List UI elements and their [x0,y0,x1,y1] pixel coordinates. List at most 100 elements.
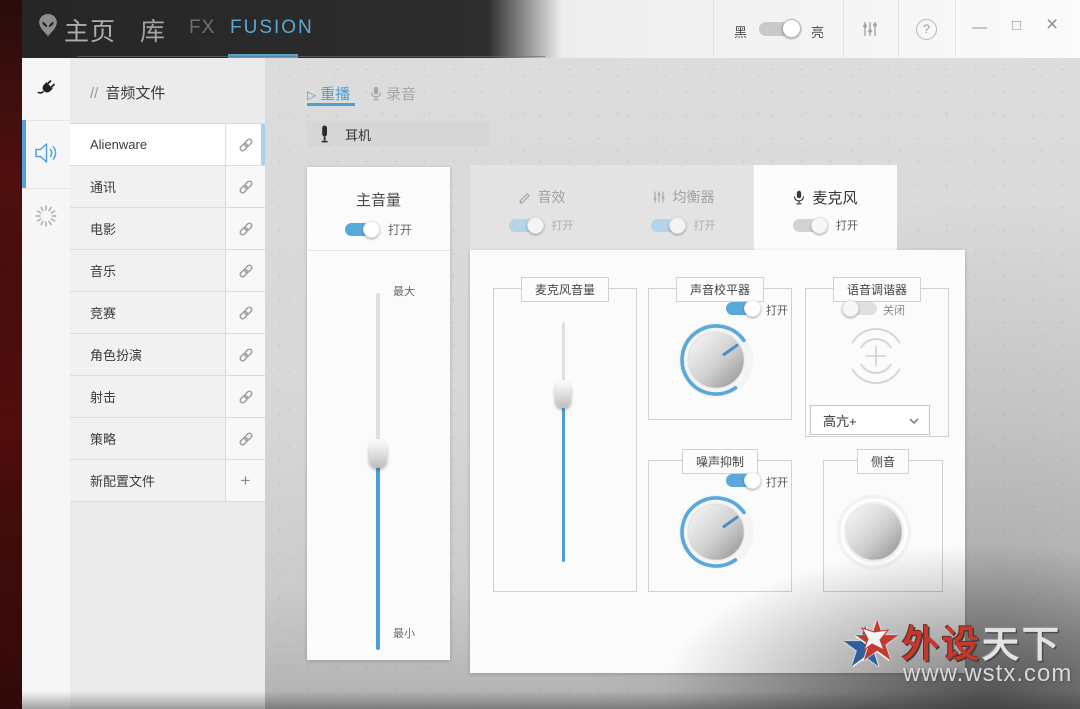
header-separator [713,0,714,57]
header-separator [843,0,844,57]
profile-label: 射击 [90,390,117,405]
minimize-button[interactable]: — [972,19,987,36]
profile-row-new[interactable]: 新配置文件 + [70,460,265,502]
equalizer-icon [653,191,664,203]
noise-suppression-toggle-label: 打开 [766,477,788,489]
master-volume-slider-fill [376,456,380,650]
link-icon[interactable] [225,418,265,459]
profiles-title-text: 音频文件 [105,85,166,102]
maximize-button[interactable]: □ [1012,17,1022,34]
toggle-label: 打开 [551,220,574,232]
volume-leveler-knob[interactable] [676,320,756,405]
mic-volume-legend: 麦克风音量 [520,277,610,302]
theme-light-label: 亮 [811,25,825,40]
equalizer-toggle[interactable] [650,216,686,234]
master-volume-slider-thumb[interactable] [369,439,387,468]
profiles-list: Alienware 通讯 电影 音乐 竞赛 角色扮演 [70,123,265,502]
profiles-title: // 音频文件 [90,82,165,103]
speaker-audio-icon[interactable] [33,142,59,169]
theme-toggle[interactable] [759,19,801,38]
add-profile-icon[interactable]: + [225,460,265,501]
profile-label: 电影 [90,222,117,237]
link-icon[interactable] [225,166,265,207]
tab-playback[interactable]: ▷ 重播 [307,86,351,103]
tab-recording[interactable]: 录音 [370,83,416,104]
link-icon[interactable] [225,292,265,333]
help-icon[interactable]: ? [916,19,937,40]
headset-mic-icon [321,125,328,143]
microphone-icon [794,190,805,205]
watermark-url: www.wstx.com [903,660,1073,687]
nav-home[interactable]: 主页 [64,18,117,46]
alienware-logo-icon [36,13,60,46]
mixer-settings-icon[interactable] [861,20,879,43]
voice-modulator-toggle[interactable] [842,300,877,317]
profile-row-racing[interactable]: 竞赛 [70,292,265,334]
mic-icon [370,86,382,101]
card-divider [307,250,450,251]
profile-label: 策略 [90,432,117,447]
nav-fx[interactable]: FX [189,17,216,38]
profile-row-roleplay[interactable]: 角色扮演 [70,334,265,376]
nav-library[interactable]: 库 [140,18,166,46]
master-volume-toggle[interactable] [344,221,380,238]
link-icon[interactable] [225,124,265,165]
header-separator [955,0,956,57]
max-label: 最大 [393,286,415,298]
section-tab-sound-effects[interactable]: 音效 打开 [470,165,613,250]
link-icon[interactable] [225,334,265,375]
pencil-icon [518,192,530,204]
profile-row-shooting[interactable]: 射击 [70,376,265,418]
header-separator [898,0,899,57]
nav-fusion[interactable]: FUSION [230,17,314,38]
watermark-brand-light: 天下 [982,624,1062,665]
desktop-background-strip [0,0,22,709]
watermark-shade [650,539,1080,709]
volume-leveler-group: 声音校平器 [648,277,792,420]
profile-row-strategy[interactable]: 策略 [70,418,265,460]
section-tab-equalizer[interactable]: 均衡器 打开 [612,165,755,250]
voice-modulator-group: 语音调谐器 [805,277,949,437]
close-button[interactable]: × [1046,13,1059,36]
device-selector[interactable]: 耳机 [307,121,490,147]
volume-leveler-toggle[interactable] [726,300,761,317]
profile-label: 新配置文件 [90,474,156,489]
profiles-title-prefix: // [90,85,99,102]
section-tab-microphone[interactable]: 麦克风 打开 [754,165,897,250]
profile-label: 角色扮演 [90,348,143,363]
sidetone-group: 侧音 [823,449,943,592]
profile-label: 音乐 [90,264,117,279]
sound-effects-toggle[interactable] [508,216,544,234]
link-icon[interactable] [225,208,265,249]
title-bar: 主页 库 FX FUSION 黑 亮 ? — □ × [22,0,1080,58]
rail-active-indicator [22,120,26,188]
link-icon[interactable] [225,250,265,291]
playback-active-underline [307,103,355,106]
profile-label: Alienware [90,137,148,152]
microphone-toggle[interactable] [793,216,828,234]
lighting-burst-icon[interactable] [35,205,57,232]
sidetone-legend: 侧音 [856,449,910,474]
chevron-down-icon [909,411,919,429]
profile-row-communication[interactable]: 通讯 [70,166,265,208]
rail-separator [22,188,70,189]
volume-leveler-legend: 声音校平器 [675,277,765,302]
profile-row-alienware[interactable]: Alienware [70,124,265,166]
device-label: 耳机 [345,127,372,143]
profile-row-music[interactable]: 音乐 [70,250,265,292]
header-divider-line [77,56,545,57]
min-label: 最小 [393,628,415,640]
volume-leveler-toggle-label: 打开 [766,305,788,317]
noise-suppression-toggle[interactable] [726,472,761,489]
link-icon[interactable] [225,376,265,417]
toggle-label: 打开 [836,220,858,232]
voice-modulator-legend: 语音调谐器 [832,277,922,302]
profile-label: 通讯 [90,180,117,195]
power-plug-icon[interactable] [34,77,58,106]
voice-preset-dropdown[interactable]: 高亢+ [810,405,930,435]
profile-row-movies[interactable]: 电影 [70,208,265,250]
mic-volume-group: 麦克风音量 [493,277,637,592]
mic-volume-slider-thumb[interactable] [555,380,571,408]
rail-separator [22,120,70,121]
